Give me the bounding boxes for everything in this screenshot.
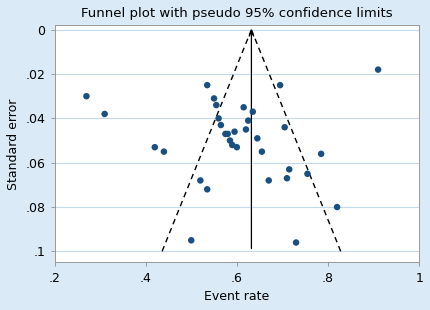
Point [211, 96, 218, 101]
Point [318, 151, 325, 156]
Point [375, 67, 381, 72]
Point [151, 145, 158, 150]
Point [243, 127, 249, 132]
Point [249, 109, 256, 114]
Point [286, 167, 293, 172]
Title: Funnel plot with pseudo 95% confidence limits: Funnel plot with pseudo 95% confidence l… [81, 7, 393, 20]
Point [334, 205, 341, 210]
Y-axis label: Standard error: Standard error [7, 98, 20, 189]
Point [265, 178, 272, 183]
Point [197, 178, 204, 183]
Point [101, 112, 108, 117]
Point [83, 94, 90, 99]
Point [188, 238, 195, 243]
Point [231, 129, 238, 134]
Point [218, 122, 224, 127]
Point [293, 240, 300, 245]
Point [276, 83, 283, 88]
X-axis label: Event rate: Event rate [204, 290, 270, 303]
Point [224, 131, 231, 136]
Point [254, 136, 261, 141]
Point [245, 118, 252, 123]
Point [227, 138, 233, 143]
Point [222, 131, 229, 136]
Point [233, 145, 240, 150]
Point [281, 125, 288, 130]
Point [215, 116, 222, 121]
Point [283, 176, 290, 181]
Point [304, 171, 311, 176]
Point [204, 187, 211, 192]
Point [204, 83, 211, 88]
Point [258, 149, 265, 154]
Point [160, 149, 167, 154]
Point [213, 103, 220, 108]
Point [229, 143, 236, 148]
Point [240, 105, 247, 110]
